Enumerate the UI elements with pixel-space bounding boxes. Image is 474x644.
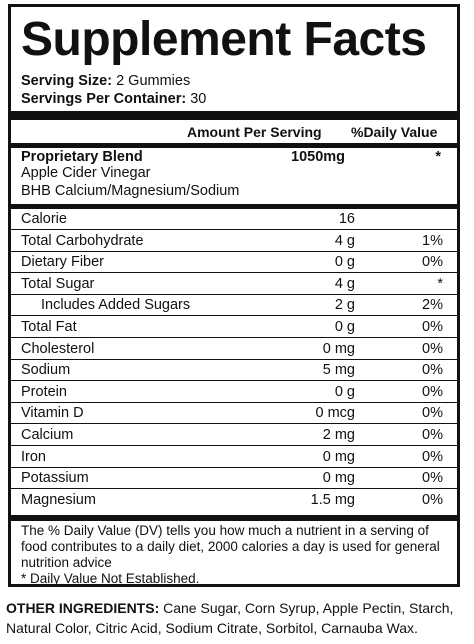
nutrient-amount: 2 mg (322, 427, 355, 443)
row-divider (11, 337, 457, 338)
nutrient-row: Total Sugar 4 g * (11, 274, 457, 295)
other-ingredients: OTHER INGREDIENTS: Cane Sugar, Corn Syru… (6, 598, 470, 638)
row-divider (11, 488, 457, 490)
servings-per-container: Servings Per Container: 30 (21, 91, 206, 108)
nutrient-amount: 0 mg (322, 340, 355, 357)
row-divider (11, 445, 457, 446)
blend-ingredient: Apple Cider Vinegar (21, 165, 151, 181)
nutrient-name: Protein (21, 383, 67, 400)
nutrient-row: Protein 0 g 0% (11, 382, 457, 403)
divider-medium (11, 143, 457, 148)
nutrient-row: Sodium 5 mg 0% (11, 360, 457, 382)
nutrient-name: Calorie (21, 211, 67, 227)
nutrient-row: Vitamin D 0 mcg 0% (11, 403, 457, 425)
nutrient-daily-value: 0% (422, 362, 443, 379)
nutrient-amount: 1.5 mg (310, 491, 355, 508)
serving-size: Serving Size: 2 Gummies (21, 73, 190, 90)
nutrient-name: Potassium (21, 470, 89, 487)
nutrient-amount: 4 g (334, 275, 355, 292)
nutrient-row: Iron 0 mg 0% (11, 447, 457, 468)
nutrient-row: Potassium 0 mg 0% (11, 468, 457, 490)
nutrient-amount: 0 g (334, 383, 355, 400)
nutrient-amount: 0 mg (322, 448, 355, 465)
nutrient-daily-value: 0% (422, 405, 443, 422)
other-ingredients-label: OTHER INGREDIENTS: (6, 600, 160, 616)
nutrient-row: Total Fat 0 g 0% (11, 317, 457, 338)
nutrient-amount: 2 g (334, 297, 355, 314)
divider-medium (11, 204, 457, 209)
nutrient-name: Total Fat (21, 319, 77, 335)
row-divider (11, 466, 457, 468)
row-divider (11, 315, 457, 317)
servings-per-container-value: 30 (190, 91, 207, 107)
nutrient-name: Calcium (21, 427, 74, 443)
row-divider (11, 423, 457, 425)
amount-per-serving-header: Amount Per Serving (187, 124, 322, 140)
nutrient-daily-value: 0% (422, 470, 443, 487)
nutrient-daily-value: 0% (422, 340, 443, 357)
row-divider (11, 250, 457, 252)
nutrient-name: Total Carbohydrate (21, 232, 144, 249)
serving-size-label: Serving Size: (21, 73, 113, 89)
nutrient-daily-value: 0% (422, 448, 443, 465)
serving-size-value: 2 Gummies (116, 73, 191, 89)
row-divider (11, 401, 457, 403)
row-divider (11, 358, 457, 360)
nutrient-name: Total Sugar (21, 275, 95, 292)
other-ingredients-text: Cane Sugar, Corn Syrup, Apple Pectin, St… (6, 600, 454, 636)
row-divider (11, 229, 457, 230)
daily-value-footnote: The % Daily Value (DV) tells you how muc… (21, 523, 440, 570)
row-divider (11, 380, 457, 382)
nutrient-daily-value: 1% (422, 232, 443, 249)
nutrient-daily-value: 2% (422, 297, 443, 314)
nutrient-row: Cholesterol 0 mg 0% (11, 339, 457, 360)
nutrient-row: Calcium 2 mg 0% (11, 425, 457, 446)
divider-thick (11, 515, 457, 521)
nutrient-name: Vitamin D (21, 405, 84, 422)
nutrient-row: Calorie 16 (11, 209, 457, 230)
nutrient-amount: 0 g (334, 254, 355, 271)
blend-daily-value: * (435, 149, 441, 165)
nutrient-daily-value: 0% (422, 427, 443, 443)
nutrient-row: Total Carbohydrate 4 g 1% (11, 231, 457, 252)
nutrient-name: Includes Added Sugars (41, 297, 191, 314)
nutrient-daily-value: 0% (422, 491, 443, 508)
nutrient-row: Includes Added Sugars 2 g 2% (11, 295, 457, 317)
panel-title: Supplement Facts (21, 13, 427, 66)
supplement-facts-panel: Supplement Facts Serving Size: 2 Gummies… (8, 4, 460, 587)
nutrient-amount: 0 mcg (315, 405, 356, 422)
nutrient-daily-value: * (437, 275, 443, 292)
nutrient-row: Magnesium 1.5 mg 0% (11, 490, 457, 511)
nutrient-amount: 0 g (334, 319, 355, 335)
nutrient-amount: 16 (338, 211, 355, 227)
row-divider (11, 272, 457, 274)
nutrient-amount: 4 g (334, 232, 355, 249)
nutrient-name: Cholesterol (21, 340, 95, 357)
blend-name: Proprietary Blend (21, 149, 143, 165)
blend-ingredient: BHB Calcium/Magnesium/Sodium (21, 183, 240, 199)
not-established-footnote: * Daily Value Not Established. (21, 571, 200, 586)
nutrient-name: Sodium (21, 362, 71, 379)
nutrient-daily-value: 0% (422, 383, 443, 400)
nutrient-amount: 5 mg (322, 362, 355, 379)
servings-per-container-label: Servings Per Container: (21, 91, 187, 107)
row-divider (11, 293, 457, 295)
daily-value-header: %Daily Value (351, 124, 438, 140)
divider-thick (11, 111, 457, 120)
nutrient-amount: 0 mg (322, 470, 355, 487)
nutrient-name: Dietary Fiber (21, 254, 104, 271)
nutrient-name: Magnesium (21, 491, 96, 508)
nutrient-name: Iron (21, 448, 46, 465)
nutrient-daily-value: 0% (422, 319, 443, 335)
nutrient-row: Dietary Fiber 0 g 0% (11, 252, 457, 274)
blend-amount: 1050mg (291, 149, 346, 165)
nutrient-daily-value: 0% (422, 254, 443, 271)
